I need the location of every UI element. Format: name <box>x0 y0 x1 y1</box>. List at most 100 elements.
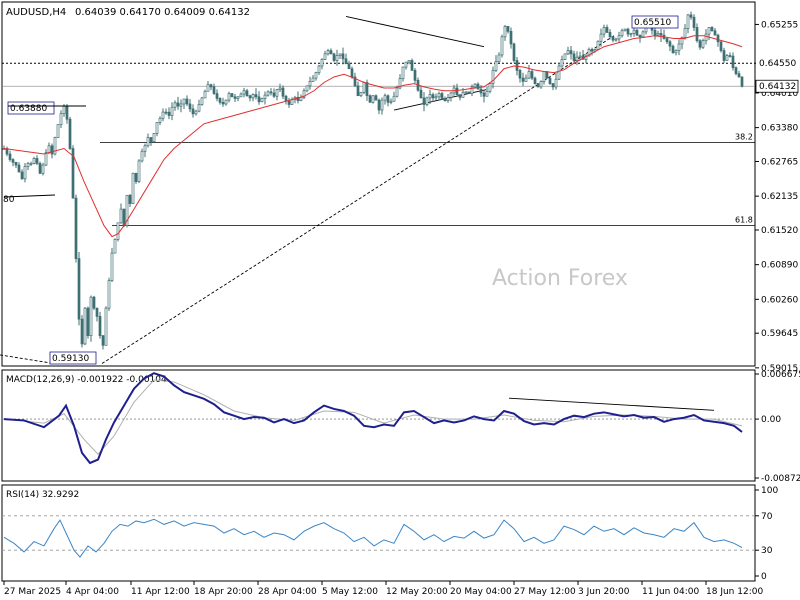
candle-body <box>167 111 171 116</box>
candle-body <box>155 122 159 134</box>
candle-body <box>119 208 123 224</box>
candle-body <box>467 91 471 94</box>
macd-line <box>3 372 743 465</box>
candle-body <box>422 97 426 105</box>
price-axis-label: 0.63380 <box>761 124 798 134</box>
candle-body <box>368 95 372 103</box>
left-trendline <box>0 354 55 364</box>
level-value-box-box <box>756 57 798 70</box>
x-axis-label: 18 Jun 12:00 <box>706 587 763 597</box>
candle-body <box>632 29 636 34</box>
candle-body <box>8 153 12 160</box>
candle-body <box>590 49 594 52</box>
candle-body <box>599 33 603 42</box>
current-price-box: 0.64132 <box>759 82 796 92</box>
candle-body <box>449 92 453 98</box>
candle-body <box>515 60 519 71</box>
rsi-line <box>3 518 743 558</box>
candle-body <box>329 50 333 55</box>
candle-body <box>59 113 63 126</box>
high-label-box <box>631 15 679 29</box>
price-axis-label: 0.65255 <box>761 20 798 30</box>
candle-body <box>218 98 222 103</box>
candle-body <box>428 94 432 99</box>
left-low-line <box>3 194 56 198</box>
candle-body <box>707 27 711 35</box>
macd-panel-frame <box>1 369 756 482</box>
candle-body <box>305 85 309 92</box>
candle-body <box>653 29 657 36</box>
macd-title: MACD(12,26,9) -0.001922 -0.00104 <box>6 375 167 385</box>
candle-body <box>209 84 213 88</box>
candle-body <box>473 83 477 88</box>
candle-body <box>182 98 186 105</box>
rsi-axis-label: 0 <box>761 572 767 582</box>
candle-body <box>722 50 726 61</box>
candle-body <box>410 60 414 71</box>
candle-body <box>626 28 630 35</box>
fib-61-label: 61.8 <box>735 216 753 225</box>
candle-body <box>98 316 102 337</box>
candle-body <box>611 36 615 41</box>
candle-body <box>527 71 531 79</box>
candle-body <box>122 208 126 226</box>
candle-body <box>146 137 150 147</box>
candle-body <box>341 53 345 60</box>
candle-body <box>380 99 384 111</box>
candle-body <box>314 72 318 79</box>
fib-38-label: 38.2 <box>735 132 753 141</box>
candle-body <box>284 95 288 102</box>
candle-body <box>242 90 246 95</box>
price-axis-label: 0.62135 <box>761 192 798 202</box>
candle-body <box>377 99 381 111</box>
candle-body <box>518 70 522 79</box>
candle-body <box>461 92 465 98</box>
candle-body <box>266 91 270 96</box>
candle-body <box>401 66 405 79</box>
candle-body <box>719 41 723 51</box>
candle-body <box>323 53 327 60</box>
candle-body <box>497 54 501 62</box>
candle-body <box>623 28 627 32</box>
candle-body <box>194 110 198 115</box>
candle-body <box>398 78 402 89</box>
candle-body <box>332 53 336 61</box>
candle-body <box>248 95 252 99</box>
candle-body <box>320 59 324 67</box>
candle-body <box>347 63 351 70</box>
candle-body <box>620 30 624 37</box>
macd-divergence-line <box>508 397 715 411</box>
candle-body <box>176 102 180 107</box>
candle-body <box>737 73 741 78</box>
macd-axis-label: 0.006675 <box>761 370 800 380</box>
rising-trendline <box>101 35 615 364</box>
candle-body <box>413 70 417 81</box>
candle-body <box>227 93 231 101</box>
candle-body <box>500 36 504 56</box>
candle-body <box>572 53 576 61</box>
candle-body <box>506 26 510 32</box>
price-panel-frame <box>1 1 756 367</box>
candle-body <box>434 96 438 99</box>
candle-body <box>689 14 693 18</box>
candle-body <box>20 171 24 180</box>
candle-body <box>245 90 249 97</box>
candle-body <box>704 33 708 42</box>
candle-body <box>458 94 462 98</box>
x-axis-label: 5 May 12:00 <box>322 587 378 597</box>
candle-body <box>260 98 264 103</box>
candle-body <box>437 93 441 98</box>
candle-body <box>533 77 537 84</box>
candle-body <box>101 335 105 346</box>
candle-body <box>605 27 609 33</box>
candle-body <box>638 34 642 38</box>
level-value-box: 0.64550 <box>759 59 796 69</box>
candle-body <box>395 87 399 97</box>
candle-body <box>734 67 738 75</box>
candle-body <box>137 160 141 182</box>
candle-body <box>614 38 618 41</box>
candle-body <box>107 280 111 309</box>
candle-body <box>485 90 489 97</box>
candle-body <box>629 33 633 35</box>
